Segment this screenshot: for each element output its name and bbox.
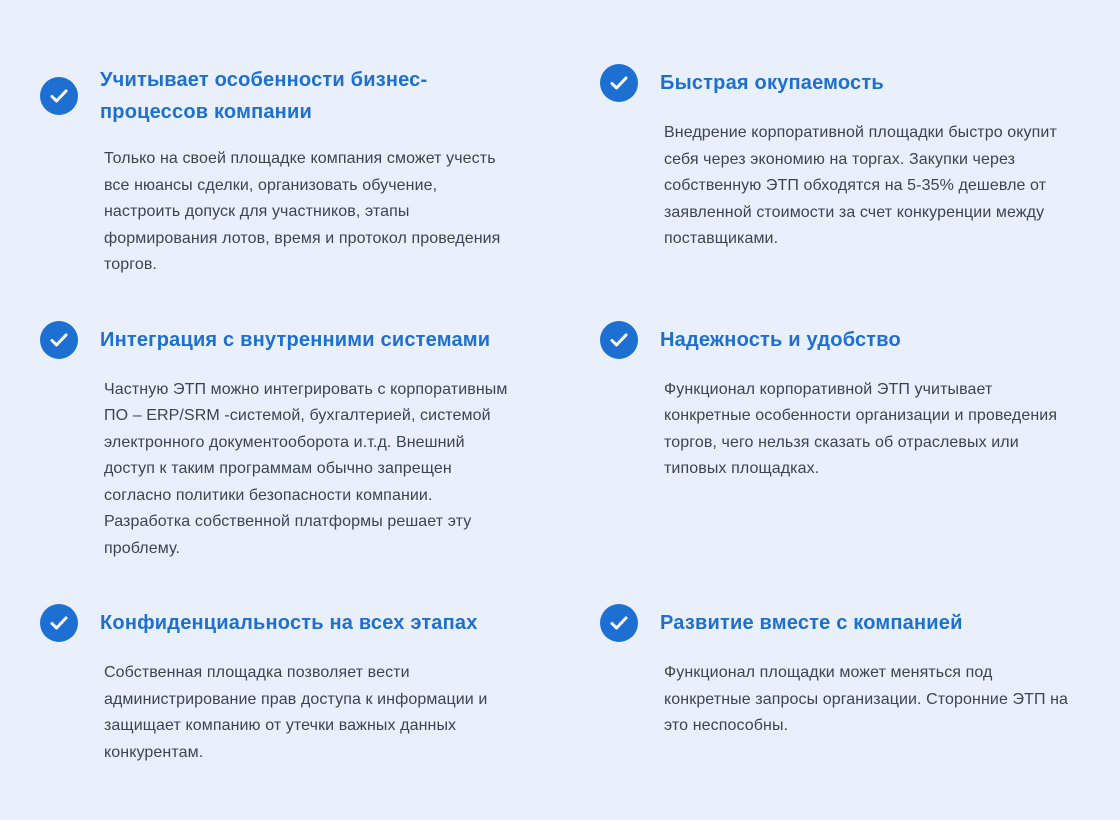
feature-card-growth: Развитие вместе с компанией Функционал п… [600, 604, 1080, 766]
check-icon [40, 604, 78, 642]
feature-title: Быстрая окупаемость [660, 72, 884, 94]
feature-title: Надежность и удобство [660, 328, 901, 351]
feature-card-business-processes: Учитывает особенности бизнес-процессов к… [40, 64, 520, 279]
check-icon [600, 604, 638, 642]
feature-card-confidentiality: Конфиденциальность на всех этапах Собств… [40, 604, 520, 766]
feature-title: Учитывает особенности бизнес-процессов к… [100, 69, 428, 123]
feature-description: Внедрение корпоративной площадки быстро … [664, 124, 1057, 247]
feature-description: Собственная площадка позволяет вести адм… [104, 664, 488, 761]
feature-header: Развитие вместе с компанией [600, 604, 1080, 642]
check-icon [600, 320, 638, 359]
feature-title: Развитие вместе с компанией [660, 612, 963, 634]
feature-description: Частную ЭТП можно интегрировать с корпор… [104, 380, 508, 557]
feature-description: Только на своей площадке компания сможет… [104, 150, 501, 273]
feature-title: Интеграция с внутренними системами [100, 328, 491, 351]
feature-header: Учитывает особенности бизнес-процессов к… [40, 64, 520, 128]
feature-header: Надежность и удобство [600, 320, 1080, 359]
feature-header: Быстрая окупаемость [600, 64, 1080, 102]
feature-card-reliability: Надежность и удобство Функционал корпора… [600, 320, 1080, 563]
features-grid: Учитывает особенности бизнес-процессов к… [40, 64, 1080, 766]
feature-description: Функционал площадки может меняться под к… [664, 664, 1069, 734]
feature-description: Функционал корпоративной ЭТП учитывает к… [664, 380, 1058, 478]
check-icon [40, 320, 78, 359]
feature-header: Интеграция с внутренними системами [40, 320, 520, 359]
feature-title: Конфиденциальность на всех этапах [100, 612, 478, 634]
check-icon [600, 64, 638, 102]
check-icon [40, 77, 78, 115]
feature-card-integration: Интеграция с внутренними системами Частн… [40, 320, 520, 563]
feature-card-payback: Быстрая окупаемость Внедрение корпоратив… [600, 64, 1080, 279]
feature-header: Конфиденциальность на всех этапах [40, 604, 520, 642]
